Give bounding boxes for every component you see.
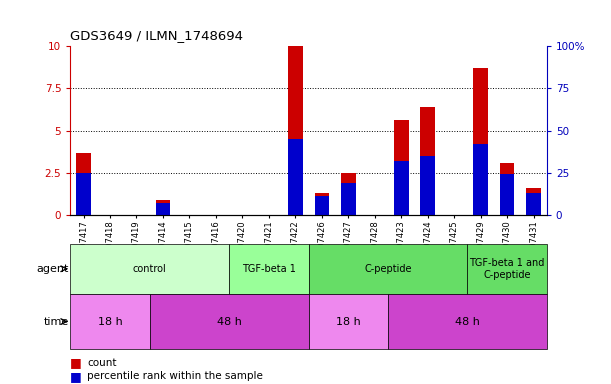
- Bar: [341, 183, 356, 215]
- Bar: [309, 244, 467, 294]
- Text: 48 h: 48 h: [217, 316, 241, 327]
- Bar: [229, 244, 309, 294]
- Bar: [309, 294, 388, 349]
- Bar: [70, 244, 229, 294]
- Text: count: count: [87, 358, 117, 368]
- Bar: [288, 139, 302, 215]
- Bar: [315, 193, 329, 215]
- Text: 18 h: 18 h: [336, 316, 360, 327]
- Text: ■: ■: [70, 370, 82, 383]
- Bar: [526, 188, 541, 215]
- Bar: [315, 197, 329, 215]
- Text: control: control: [133, 264, 167, 274]
- Bar: [288, 46, 302, 215]
- Bar: [76, 152, 91, 215]
- Text: 48 h: 48 h: [455, 316, 480, 327]
- Text: 18 h: 18 h: [98, 316, 122, 327]
- Bar: [156, 203, 170, 215]
- Text: agent: agent: [37, 264, 69, 274]
- Bar: [341, 173, 356, 215]
- Text: ■: ■: [70, 356, 82, 369]
- Text: C-peptide: C-peptide: [364, 264, 412, 274]
- Text: TGF-beta 1 and
C-peptide: TGF-beta 1 and C-peptide: [469, 258, 545, 280]
- Bar: [474, 144, 488, 215]
- Text: TGF-beta 1: TGF-beta 1: [242, 264, 296, 274]
- Bar: [467, 244, 547, 294]
- Bar: [150, 294, 309, 349]
- Text: time: time: [44, 316, 69, 327]
- Bar: [394, 161, 409, 215]
- Bar: [76, 173, 91, 215]
- Bar: [420, 107, 435, 215]
- Text: percentile rank within the sample: percentile rank within the sample: [87, 371, 263, 381]
- Bar: [394, 121, 409, 215]
- Bar: [70, 294, 150, 349]
- Bar: [420, 156, 435, 215]
- Bar: [156, 200, 170, 215]
- Bar: [474, 68, 488, 215]
- Bar: [500, 163, 514, 215]
- Bar: [526, 193, 541, 215]
- Bar: [500, 174, 514, 215]
- Bar: [388, 294, 547, 349]
- Text: GDS3649 / ILMN_1748694: GDS3649 / ILMN_1748694: [70, 29, 243, 42]
